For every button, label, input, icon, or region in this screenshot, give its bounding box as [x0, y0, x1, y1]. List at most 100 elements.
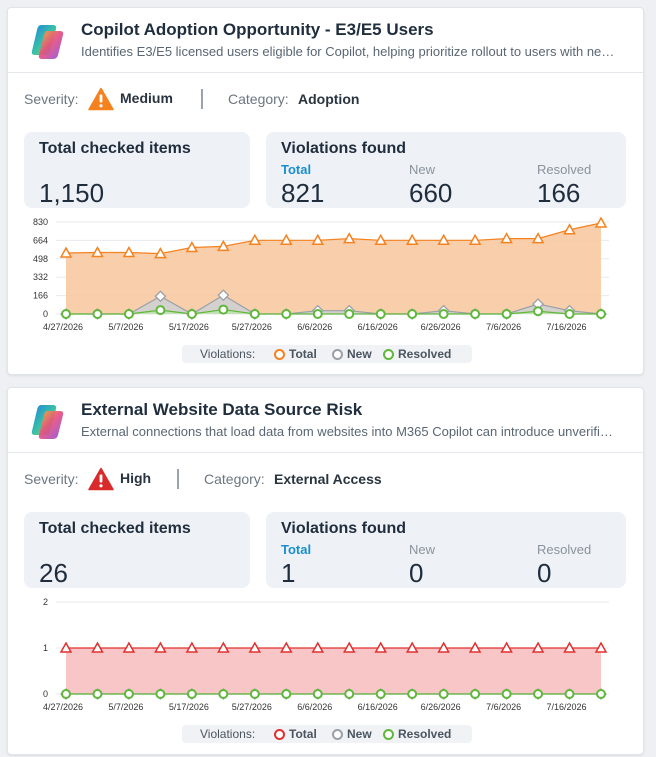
resolved-point — [564, 689, 575, 699]
violations-box: Violations found Total 1 New 0 Resolved … — [266, 512, 626, 588]
total-point — [405, 233, 419, 246]
legend-total[interactable]: Total — [289, 727, 317, 741]
card-description: Identifies E3/E5 licensed users eligible… — [81, 44, 615, 59]
total-point — [468, 641, 482, 653]
resolved-point — [186, 689, 197, 699]
total-point — [154, 641, 167, 653]
x-tick-label: 6/6/2026 — [297, 702, 332, 712]
new-point — [217, 289, 230, 302]
violations-total-value: 821 — [281, 178, 325, 208]
y-tick-label: 498 — [33, 254, 48, 264]
series-line-new — [66, 294, 602, 315]
total-point — [217, 641, 230, 653]
resolved-point — [249, 309, 260, 319]
series-area-total — [66, 648, 601, 694]
violations-total-label[interactable]: Total — [281, 542, 312, 557]
chart-legend: Violations: Total New Resolved — [182, 725, 472, 743]
severity-value: Medium — [120, 90, 173, 106]
legend-new[interactable]: New — [347, 347, 372, 361]
total-point — [248, 233, 262, 246]
total-point — [311, 641, 325, 653]
legend-new[interactable]: New — [347, 727, 372, 741]
total-point — [59, 246, 73, 258]
total-point — [437, 641, 450, 653]
resolved-point — [155, 305, 166, 316]
series-area-total — [66, 222, 601, 314]
series-line-total — [65, 222, 602, 255]
legend-resolved[interactable]: Resolved — [398, 347, 452, 361]
total-point — [185, 240, 199, 253]
total-point — [437, 233, 450, 246]
resolved-point — [375, 309, 386, 319]
legend-total[interactable]: Total — [289, 347, 317, 361]
violations-resolved-label[interactable]: Resolved — [537, 162, 592, 177]
y-tick-label: 830 — [33, 217, 48, 227]
legend-prefix: Violations: — [200, 347, 256, 361]
resolved-point — [470, 689, 481, 699]
resolved-point — [312, 309, 323, 319]
total-point — [342, 641, 356, 653]
category-label: Category: — [204, 471, 265, 487]
resolved-point — [533, 306, 544, 317]
resolved-point — [596, 309, 606, 319]
resolved-point — [344, 689, 355, 699]
total-point — [185, 641, 199, 653]
category-label: Category: — [228, 91, 289, 107]
total-point — [280, 233, 293, 246]
checked-items-value: 26 — [39, 558, 68, 588]
resolved-point — [218, 689, 229, 699]
resolved-point — [501, 689, 512, 699]
total-point — [248, 641, 262, 653]
resolved-point — [533, 689, 544, 699]
total-point — [500, 641, 513, 653]
warning-triangle-icon — [88, 467, 114, 491]
violations-resolved-label[interactable]: Resolved — [537, 542, 592, 557]
x-tick-label: 7/6/2026 — [486, 322, 521, 332]
checked-items-title: Total checked items — [39, 140, 191, 157]
total-point — [374, 641, 387, 653]
x-tick-label: 6/16/2026 — [358, 702, 398, 712]
violations-new-value: 0 — [409, 558, 424, 588]
x-tick-label: 4/27/2026 — [43, 322, 83, 332]
total-point — [500, 232, 513, 244]
resolved-point — [249, 689, 260, 699]
policy-card[interactable]: Copilot Adoption Opportunity - E3/E5 Use… — [7, 7, 644, 375]
total-point — [217, 239, 230, 252]
resolved-point — [438, 689, 449, 699]
violations-chart: 0 1 2 4/27/2026 5/7/2026 5/17/2026 5/27/2026 6/… — [43, 597, 609, 712]
resolved-point — [344, 309, 355, 319]
violations-new-label[interactable]: New — [409, 542, 436, 557]
resolved-point — [501, 309, 512, 319]
y-tick-label: 2 — [43, 597, 48, 607]
card-title: External Website Data Source Risk — [81, 400, 363, 419]
resolved-point — [470, 309, 481, 319]
total-point — [91, 641, 104, 653]
violations-total-label[interactable]: Total — [281, 162, 312, 177]
checked-items-box: Total checked items 1,150 — [24, 132, 250, 208]
violations-chart: 0 166 332 498 664 830 4/27/2026 5/7/2026 5/17/20… — [33, 216, 609, 332]
resolved-point — [61, 689, 71, 699]
warning-triangle-icon — [88, 87, 114, 111]
total-point — [594, 216, 608, 228]
legend-total-marker-icon — [274, 349, 285, 360]
violations-new-label[interactable]: New — [409, 162, 436, 177]
checked-items-box: Total checked items 26 — [24, 512, 250, 588]
x-tick-label: 7/16/2026 — [547, 702, 587, 712]
legend-resolved[interactable]: Resolved — [398, 727, 452, 741]
total-point — [59, 641, 73, 653]
x-tick-label: 5/17/2026 — [169, 702, 209, 712]
copilot-logo-icon — [31, 25, 64, 59]
total-point — [122, 245, 136, 258]
resolved-point — [281, 689, 292, 699]
checked-items-title: Total checked items — [39, 520, 191, 537]
total-point — [563, 223, 576, 235]
severity-label: Severity: — [24, 91, 79, 107]
resolved-point — [92, 309, 103, 319]
x-tick-label: 6/26/2026 — [421, 702, 461, 712]
resolved-point — [375, 689, 386, 699]
policy-card[interactable]: External Website Data Source Risk Extern… — [7, 387, 644, 755]
legend-resolved-marker-icon — [383, 729, 394, 740]
severity-label: Severity: — [24, 471, 79, 487]
resolved-point — [438, 309, 449, 319]
legend-new-marker-icon — [332, 349, 343, 360]
